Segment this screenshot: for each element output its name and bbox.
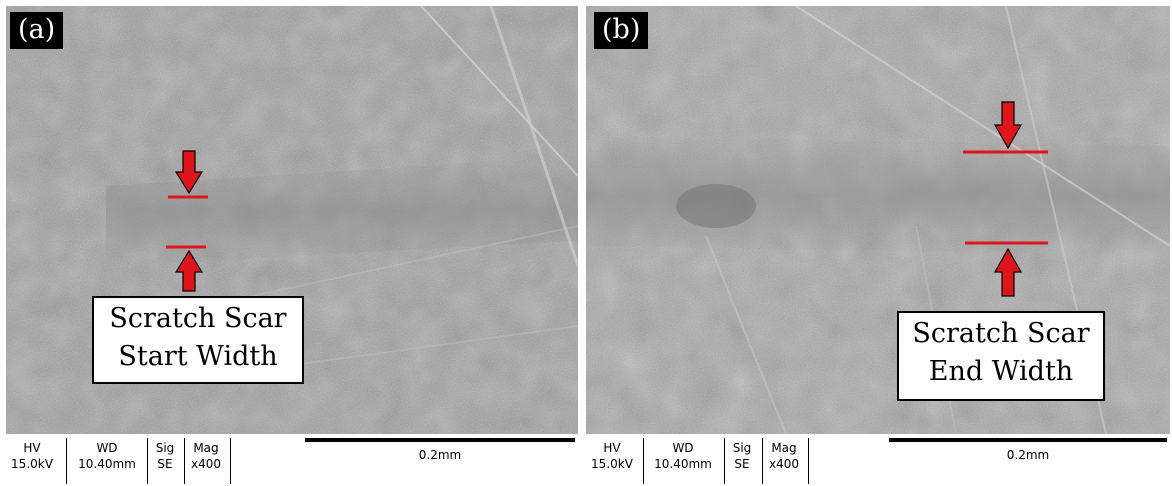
- mag-value: x400: [768, 457, 799, 471]
- wd-value: 10.40mm: [654, 457, 712, 471]
- wd-label: WD: [672, 441, 694, 455]
- mag-label: Mag: [193, 441, 219, 455]
- sem-image-a: [6, 6, 578, 434]
- hv-value: 15.0kV: [591, 457, 633, 471]
- wd-label: WD: [96, 441, 118, 455]
- sem-panel-a: (a) Scratch Scar Start Width HV 15.0kV W…: [0, 0, 580, 486]
- mag-label: Mag: [771, 441, 797, 455]
- sem-info-bar-b: HV 15.0kV WD 10.40mm Sig SE Mag x400 0.2…: [586, 436, 1172, 486]
- wd-value: 10.40mm: [78, 457, 136, 471]
- divider: [184, 438, 185, 484]
- sig-label: Sig: [732, 441, 752, 455]
- callout-line-2: End Width: [928, 356, 1074, 387]
- sem-info-bar-a: HV 15.0kV WD 10.40mm Sig SE Mag x400 0.2…: [0, 436, 580, 486]
- wd-field: WD 10.40mm: [648, 440, 718, 472]
- divider: [66, 438, 67, 484]
- sig-label: Sig: [155, 441, 175, 455]
- divider: [147, 438, 148, 484]
- scale-bar-label: 0.2mm: [1006, 448, 1050, 462]
- scale-bar: [305, 438, 575, 442]
- hv-field: HV 15.0kV: [10, 440, 54, 472]
- divider: [643, 438, 644, 484]
- sig-field: Sig SE: [150, 440, 180, 472]
- sig-field: Sig SE: [727, 440, 757, 472]
- divider: [230, 438, 231, 484]
- sig-value: SE: [157, 457, 173, 471]
- sig-value: SE: [734, 457, 750, 471]
- sem-panel-b: (b) Scratch Scar End Width HV 15.0kV WD …: [586, 0, 1172, 486]
- callout-line-1: Scratch Scar: [109, 303, 287, 334]
- mag-field: Mag x400: [764, 440, 804, 472]
- wd-field: WD 10.40mm: [72, 440, 142, 472]
- hv-label: HV: [23, 441, 41, 455]
- divider: [808, 438, 809, 484]
- divider: [724, 438, 725, 484]
- down-arrow-icon: [993, 101, 1023, 150]
- up-arrow-icon: [174, 249, 204, 292]
- hv-label: HV: [603, 441, 621, 455]
- mag-value: x400: [190, 457, 221, 471]
- callout-start-width: Scratch Scar Start Width: [92, 296, 304, 384]
- callout-line-1: Scratch Scar: [912, 318, 1090, 349]
- panel-label-a: (a): [10, 12, 64, 49]
- down-arrow-icon: [174, 150, 204, 195]
- mag-field: Mag x400: [186, 440, 226, 472]
- width-markers-a: [166, 150, 208, 292]
- hv-value: 15.0kV: [11, 457, 53, 471]
- width-markers-b: [963, 101, 1048, 297]
- hv-field: HV 15.0kV: [590, 440, 634, 472]
- sem-micrograph-a: [6, 6, 578, 434]
- callout-end-width: Scratch Scar End Width: [897, 311, 1105, 401]
- up-arrow-icon: [993, 247, 1023, 297]
- divider: [762, 438, 763, 484]
- panel-label-b: (b): [594, 12, 649, 49]
- scale-bar-label: 0.2mm: [418, 448, 462, 462]
- scale-bar: [889, 438, 1167, 442]
- callout-line-2: Start Width: [118, 341, 278, 372]
